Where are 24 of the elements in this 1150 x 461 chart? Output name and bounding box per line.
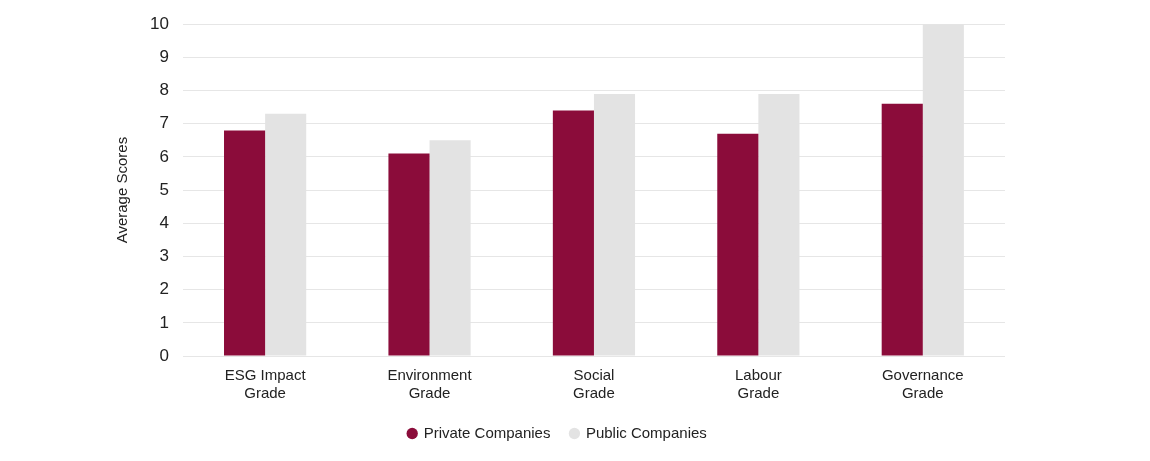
y-tick-label: 2 <box>159 279 169 299</box>
y-tick-label: 3 <box>159 246 169 266</box>
bar <box>552 110 594 356</box>
legend-label: Public Companies <box>585 423 707 441</box>
bar <box>717 133 759 356</box>
y-axis-title: Average Scores <box>113 136 131 244</box>
x-tick-label: ESG Impact Grade <box>224 366 307 402</box>
x-tick-label: Governance Grade <box>881 366 964 402</box>
y-tick-label: 5 <box>159 179 169 199</box>
legend-label: Private Companies <box>423 423 551 441</box>
bar <box>881 103 923 356</box>
x-tick-label: Environment Grade <box>387 366 473 402</box>
y-tick-label: 9 <box>159 47 169 67</box>
y-tick-label: 10 <box>149 13 169 33</box>
x-tick-label: Labour Grade <box>735 366 782 402</box>
y-tick-label: 0 <box>159 345 169 365</box>
bar <box>224 130 266 356</box>
y-tick-label: 1 <box>159 312 169 332</box>
y-tick-label: 6 <box>159 146 169 166</box>
y-tick-label: 4 <box>159 212 169 232</box>
y-tick-label: 8 <box>159 80 169 100</box>
x-tick-label: Social Grade <box>573 366 615 402</box>
bar <box>388 153 430 356</box>
y-tick-label: 7 <box>159 113 169 133</box>
